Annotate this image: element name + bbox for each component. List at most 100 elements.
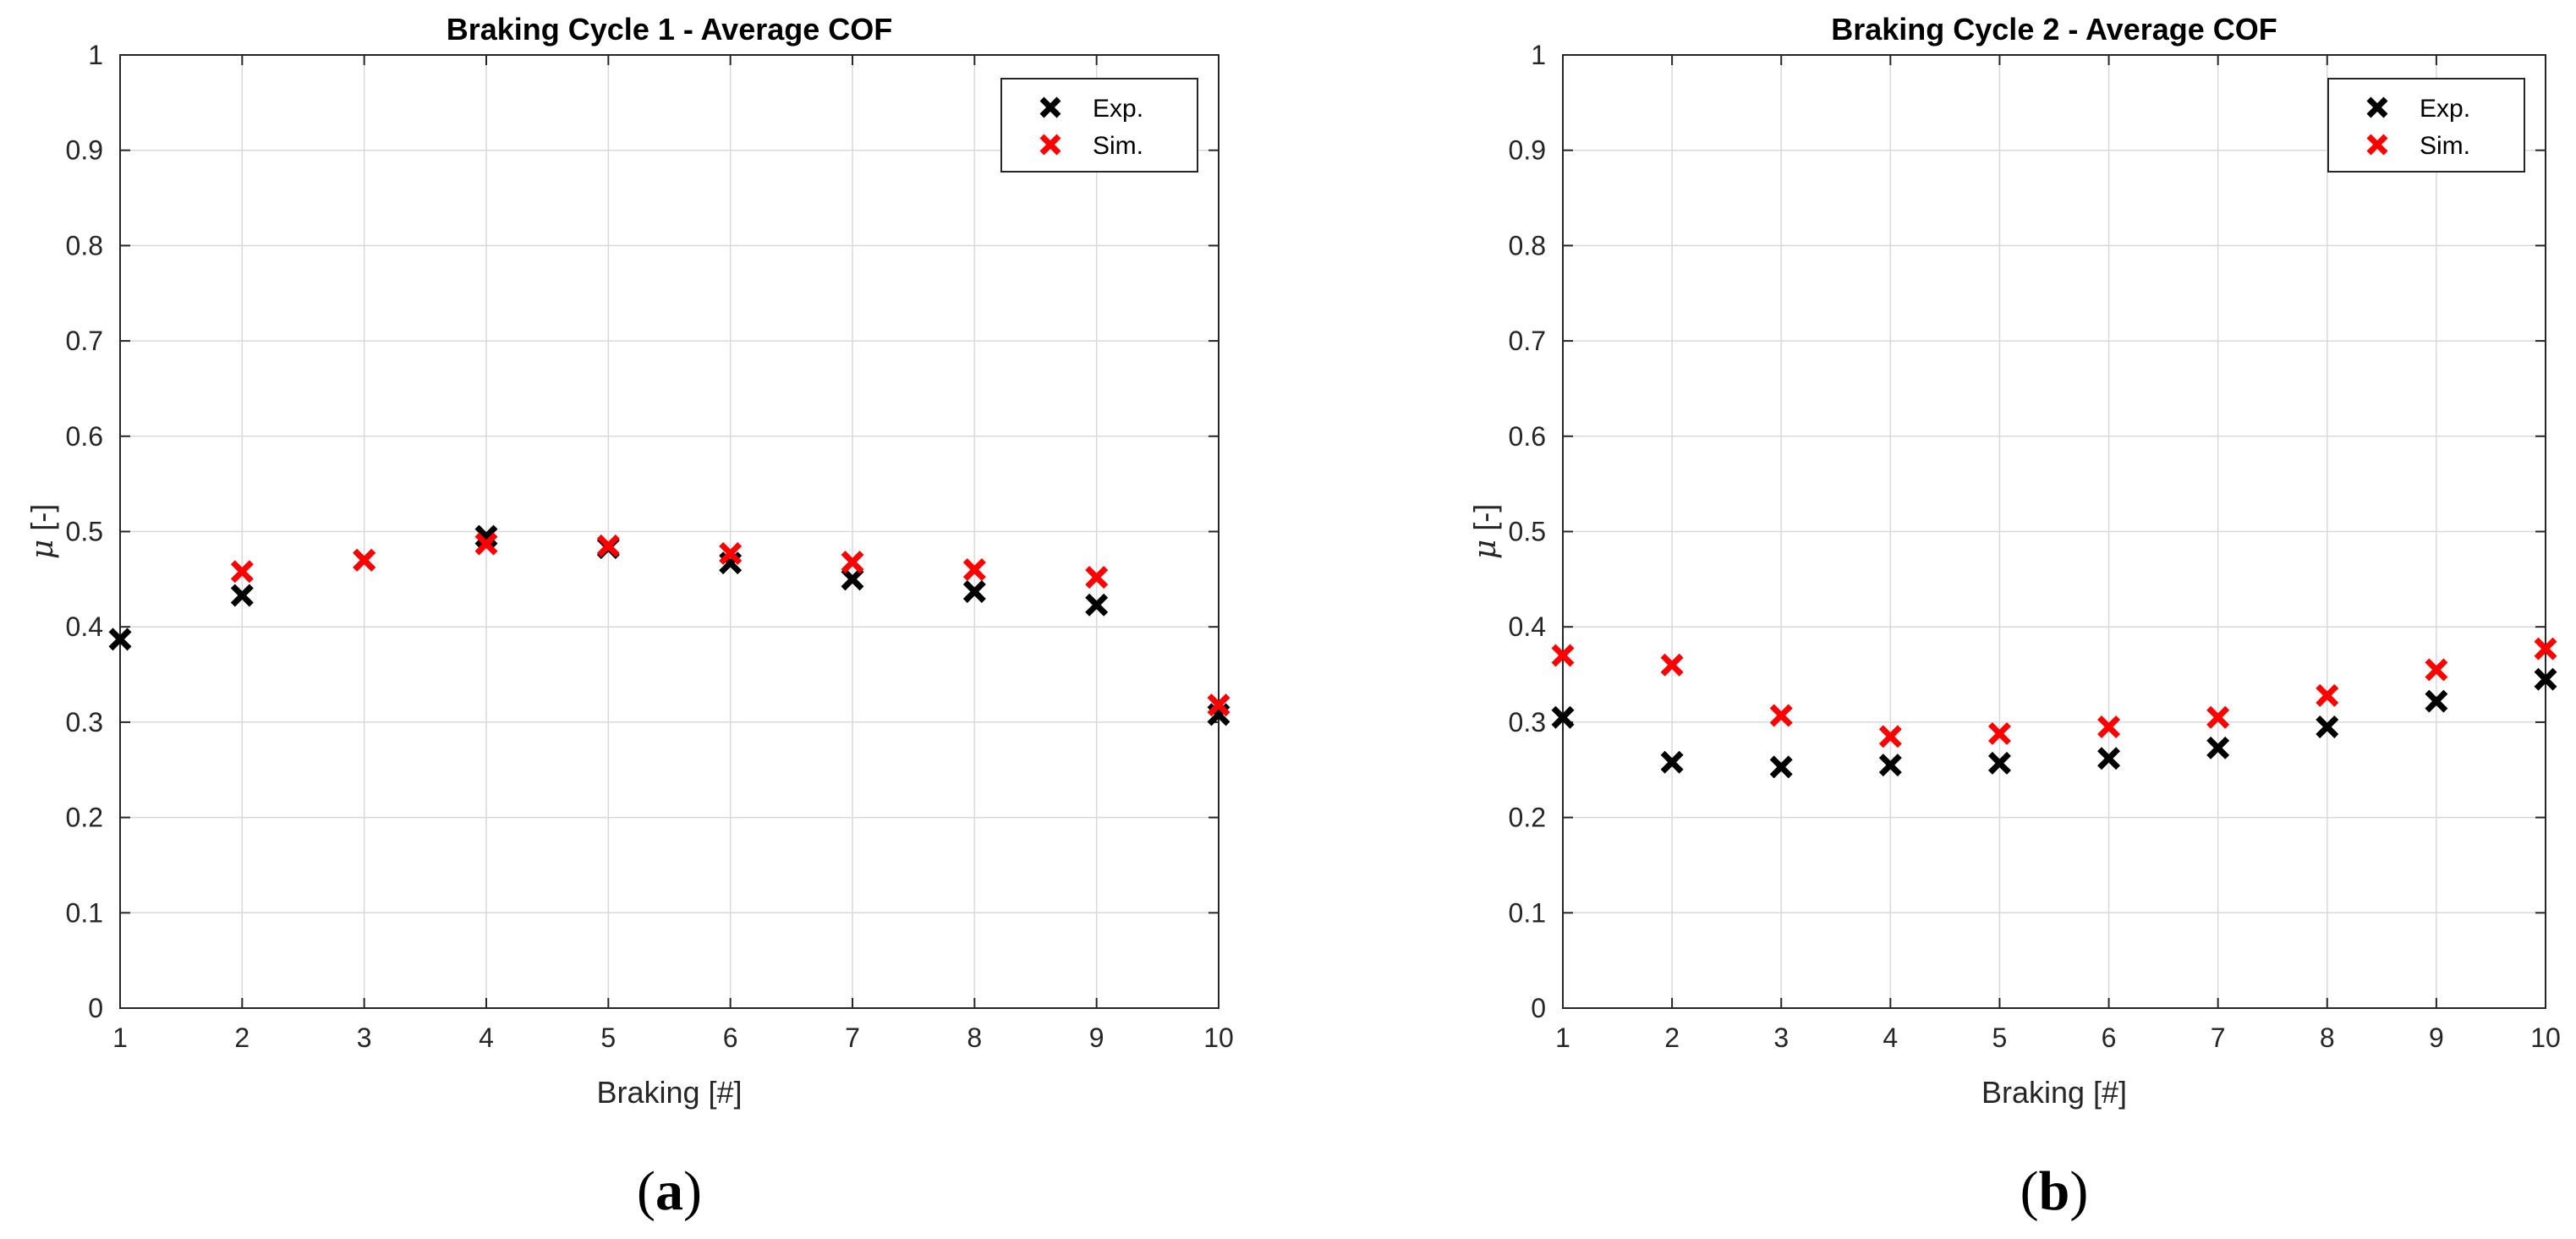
data-point	[1987, 751, 2011, 775]
data-point	[1769, 704, 1793, 727]
panel-caption: (b)	[2020, 1160, 2089, 1222]
x-tick-label: 2	[234, 1022, 249, 1053]
y-tick-label: 0.6	[1509, 421, 1546, 452]
y-tick-label: 0.2	[1509, 803, 1546, 833]
legend-marker	[1039, 96, 1061, 118]
x-tick-label: 9	[1089, 1022, 1104, 1053]
chart-title: Braking Cycle 2 - Average COF	[1831, 12, 2277, 47]
chart-panel-2: 1 2 3 4 5 6 7 8 9 10 0 0.1 0.2 0.3 0.4 0.5 0.6 0.7 0.8 0.9 1…	[1467, 12, 2561, 1222]
data-point	[1085, 593, 1109, 617]
y-tick-label: 0	[88, 993, 103, 1023]
x-tick-label: 8	[967, 1022, 982, 1053]
y-tick-label: 1	[88, 40, 103, 70]
data-point	[2097, 747, 2121, 770]
y-tick-label: 0.2	[66, 803, 103, 833]
data-point	[1987, 721, 2011, 745]
x-tick-label: 10	[2530, 1022, 2561, 1053]
legend-label: Exp.	[2420, 95, 2470, 123]
data-point	[1660, 750, 1684, 774]
y-axis-unit: [-]	[25, 504, 59, 531]
legend: Exp. Sim.	[2327, 78, 2525, 173]
y-tick-label: 0.6	[66, 421, 103, 452]
y-tick-label: 0.8	[1509, 230, 1546, 260]
series-exp	[1551, 667, 2557, 779]
caption-paren-open: (	[637, 1160, 655, 1222]
x-tick-label: 6	[2102, 1022, 2117, 1053]
data-point	[841, 551, 864, 574]
x-tick-label: 4	[1883, 1022, 1898, 1053]
data-point	[474, 524, 498, 548]
data-point	[719, 541, 743, 565]
data-point	[2425, 689, 2448, 713]
x-tick-label: 3	[357, 1022, 372, 1053]
data-point	[962, 580, 986, 603]
legend-label: Sim.	[2420, 132, 2470, 160]
caption-paren-close: )	[2069, 1160, 2088, 1222]
x-tick-label: 3	[1773, 1022, 1789, 1053]
x-tick-label: 2	[1664, 1022, 1680, 1053]
y-tick-label: 0.8	[66, 230, 103, 260]
data-point	[2097, 715, 2121, 739]
legend-marker	[2366, 96, 2388, 118]
data-point	[2206, 705, 2230, 729]
data-point	[2534, 667, 2557, 691]
x-tick-label: 1	[112, 1022, 128, 1053]
y-axis-label: μ [-]	[1467, 504, 1503, 559]
data-point	[2206, 736, 2230, 759]
y-tick-label: 1	[1531, 40, 1546, 70]
data-point	[230, 560, 254, 584]
data-point	[353, 548, 376, 572]
x-tick-label: 4	[479, 1022, 494, 1053]
y-tick-label: 0.9	[1509, 135, 1546, 166]
legend-box	[1000, 78, 1198, 173]
data-point	[108, 628, 132, 651]
data-point	[1207, 694, 1230, 717]
data-point	[1551, 644, 1575, 667]
y-tick-label: 0	[1531, 993, 1546, 1023]
legend-marker	[1039, 134, 1061, 156]
y-tick-label: 0.3	[66, 707, 103, 737]
legend-label: Sim.	[1093, 132, 1143, 160]
y-tick-label: 0.5	[1509, 517, 1546, 547]
data-point	[2425, 658, 2448, 682]
data-point	[474, 532, 498, 556]
y-tick-label: 0.3	[1509, 707, 1546, 737]
x-tick-label: 5	[600, 1022, 616, 1053]
data-point	[1085, 566, 1109, 589]
y-tick-label: 0.5	[66, 517, 103, 547]
legend: Exp. Sim.	[1000, 78, 1198, 173]
data-point	[1878, 725, 1902, 748]
caption-letter: b	[2039, 1160, 2070, 1222]
y-tick-label: 0.1	[66, 897, 103, 928]
chart-panel-1: 1 2 3 4 5 6 7 8 9 10 0 0.1 0.2 0.3 0.4 0.5 0.6 0.7 0.8 0.9 1…	[25, 12, 1234, 1222]
series-sim	[230, 532, 1230, 717]
x-tick-label: 6	[723, 1022, 738, 1053]
x-tick-label: 9	[2429, 1022, 2444, 1053]
series-sim	[1551, 637, 2557, 748]
y-axis-symbol: μ	[1468, 540, 1503, 559]
data-point	[230, 584, 254, 607]
y-tick-label: 0.7	[1509, 326, 1546, 356]
data-point	[1769, 755, 1793, 779]
panel-caption: (a)	[637, 1160, 702, 1222]
x-axis-label: Braking [#]	[1981, 1075, 2127, 1110]
data-point	[2534, 637, 2557, 661]
data-point	[2316, 683, 2339, 707]
y-axis-label: μ [-]	[25, 504, 60, 559]
data-point	[596, 534, 620, 557]
data-point	[841, 567, 864, 591]
y-tick-label: 0.9	[66, 135, 103, 166]
y-tick-label: 0.4	[66, 611, 103, 642]
legend-box	[2327, 78, 2525, 173]
x-tick-label: 7	[2211, 1022, 2226, 1053]
caption-paren-close: )	[683, 1160, 702, 1222]
y-tick-label: 0.1	[1509, 897, 1546, 928]
x-tick-label: 5	[1992, 1022, 2008, 1053]
caption-paren-open: (	[2020, 1160, 2039, 1222]
y-axis-unit: [-]	[1467, 504, 1502, 531]
y-tick-label: 0.7	[66, 326, 103, 356]
y-axis-symbol: μ	[25, 540, 60, 559]
caption-letter: a	[655, 1160, 683, 1222]
series-exp	[108, 524, 1230, 726]
